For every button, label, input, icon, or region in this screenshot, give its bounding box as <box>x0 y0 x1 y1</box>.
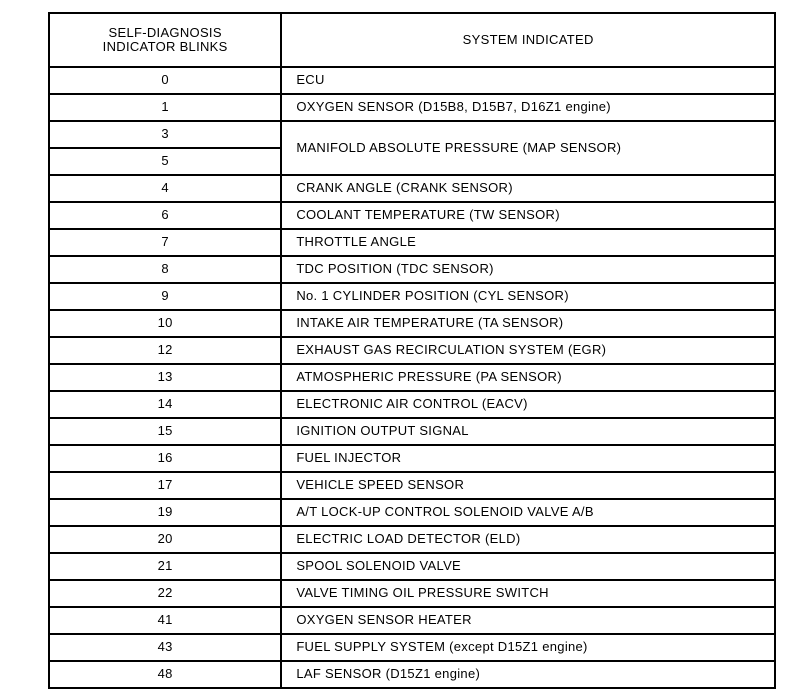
cell-system: THROTTLE ANGLE <box>281 229 775 256</box>
table-row: 19A/T LOCK-UP CONTROL SOLENOID VALVE A/B <box>49 499 775 526</box>
cell-system: COOLANT TEMPERATURE (TW SENSOR) <box>281 202 775 229</box>
cell-system: ELECTRIC LOAD DETECTOR (ELD) <box>281 526 775 553</box>
table-row: 43FUEL SUPPLY SYSTEM (except D15Z1 engin… <box>49 634 775 661</box>
cell-system: VEHICLE SPEED SENSOR <box>281 472 775 499</box>
cell-system: ECU <box>281 67 775 94</box>
table-row: 20ELECTRIC LOAD DETECTOR (ELD) <box>49 526 775 553</box>
cell-blinks: 8 <box>49 256 281 283</box>
cell-blinks: 21 <box>49 553 281 580</box>
table-row: 16FUEL INJECTOR <box>49 445 775 472</box>
cell-blinks: 41 <box>49 607 281 634</box>
table-row: 13ATMOSPHERIC PRESSURE (PA SENSOR) <box>49 364 775 391</box>
cell-system: OXYGEN SENSOR HEATER <box>281 607 775 634</box>
table-header-row: SELF-DIAGNOSIS INDICATOR BLINKS SYSTEM I… <box>49 13 775 67</box>
cell-blinks: 12 <box>49 337 281 364</box>
cell-system: VALVE TIMING OIL PRESSURE SWITCH <box>281 580 775 607</box>
cell-blinks: 17 <box>49 472 281 499</box>
cell-system: IGNITION OUTPUT SIGNAL <box>281 418 775 445</box>
cell-blinks: 9 <box>49 283 281 310</box>
header-blinks-line1: SELF-DIAGNOSIS <box>109 25 222 40</box>
page: SELF-DIAGNOSIS INDICATOR BLINKS SYSTEM I… <box>0 0 800 580</box>
header-blinks: SELF-DIAGNOSIS INDICATOR BLINKS <box>49 13 281 67</box>
table-row: 9No. 1 CYLINDER POSITION (CYL SENSOR) <box>49 283 775 310</box>
table-row: 7THROTTLE ANGLE <box>49 229 775 256</box>
cell-blinks: 22 <box>49 580 281 607</box>
cell-blinks: 6 <box>49 202 281 229</box>
cell-system: MANIFOLD ABSOLUTE PRESSURE (MAP SENSOR) <box>281 121 775 175</box>
table-row: 1OXYGEN SENSOR (D15B8, D15B7, D16Z1 engi… <box>49 94 775 121</box>
table-row: 14ELECTRONIC AIR CONTROL (EACV) <box>49 391 775 418</box>
cell-blinks: 1 <box>49 94 281 121</box>
cell-blinks: 20 <box>49 526 281 553</box>
cell-system: SPOOL SOLENOID VALVE <box>281 553 775 580</box>
cell-system: No. 1 CYLINDER POSITION (CYL SENSOR) <box>281 283 775 310</box>
cell-blinks: 19 <box>49 499 281 526</box>
table-row: 4CRANK ANGLE (CRANK SENSOR) <box>49 175 775 202</box>
cell-blinks: 0 <box>49 67 281 94</box>
header-system: SYSTEM INDICATED <box>281 13 775 67</box>
table-row: 3MANIFOLD ABSOLUTE PRESSURE (MAP SENSOR) <box>49 121 775 148</box>
cell-system: TDC POSITION (TDC SENSOR) <box>281 256 775 283</box>
table-body: 0ECU1OXYGEN SENSOR (D15B8, D15B7, D16Z1 … <box>49 67 775 688</box>
table-row: 17VEHICLE SPEED SENSOR <box>49 472 775 499</box>
cell-system: OXYGEN SENSOR (D15B8, D15B7, D16Z1 engin… <box>281 94 775 121</box>
cell-blinks: 4 <box>49 175 281 202</box>
table-row: 21SPOOL SOLENOID VALVE <box>49 553 775 580</box>
cell-blinks: 48 <box>49 661 281 688</box>
table-row: 8TDC POSITION (TDC SENSOR) <box>49 256 775 283</box>
table-row: 6COOLANT TEMPERATURE (TW SENSOR) <box>49 202 775 229</box>
cell-system: FUEL INJECTOR <box>281 445 775 472</box>
cell-system: FUEL SUPPLY SYSTEM (except D15Z1 engine) <box>281 634 775 661</box>
table-row: 22VALVE TIMING OIL PRESSURE SWITCH <box>49 580 775 607</box>
table-row: 41OXYGEN SENSOR HEATER <box>49 607 775 634</box>
table-row: 0ECU <box>49 67 775 94</box>
cell-blinks: 14 <box>49 391 281 418</box>
cell-system: LAF SENSOR (D15Z1 engine) <box>281 661 775 688</box>
table-row: 48LAF SENSOR (D15Z1 engine) <box>49 661 775 688</box>
cell-system: CRANK ANGLE (CRANK SENSOR) <box>281 175 775 202</box>
table-row: 15IGNITION OUTPUT SIGNAL <box>49 418 775 445</box>
cell-system: ELECTRONIC AIR CONTROL (EACV) <box>281 391 775 418</box>
cell-blinks: 5 <box>49 148 281 175</box>
cell-blinks: 15 <box>49 418 281 445</box>
cell-system: INTAKE AIR TEMPERATURE (TA SENSOR) <box>281 310 775 337</box>
table-row: 12EXHAUST GAS RECIRCULATION SYSTEM (EGR) <box>49 337 775 364</box>
cell-system: ATMOSPHERIC PRESSURE (PA SENSOR) <box>281 364 775 391</box>
cell-blinks: 7 <box>49 229 281 256</box>
cell-system: A/T LOCK-UP CONTROL SOLENOID VALVE A/B <box>281 499 775 526</box>
header-blinks-line2: INDICATOR BLINKS <box>103 39 228 54</box>
cell-blinks: 10 <box>49 310 281 337</box>
cell-blinks: 43 <box>49 634 281 661</box>
cell-blinks: 13 <box>49 364 281 391</box>
cell-blinks: 16 <box>49 445 281 472</box>
diagnosis-table: SELF-DIAGNOSIS INDICATOR BLINKS SYSTEM I… <box>48 12 776 689</box>
cell-system: EXHAUST GAS RECIRCULATION SYSTEM (EGR) <box>281 337 775 364</box>
cell-blinks: 3 <box>49 121 281 148</box>
table-row: 10INTAKE AIR TEMPERATURE (TA SENSOR) <box>49 310 775 337</box>
